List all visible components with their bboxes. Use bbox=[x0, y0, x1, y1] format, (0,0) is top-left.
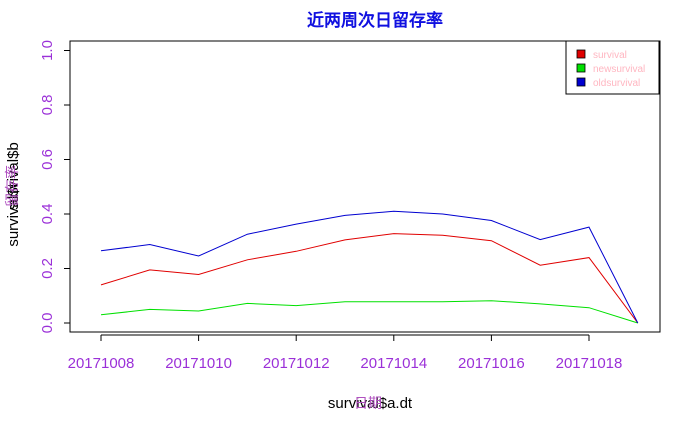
x-tick-label: 20171016 bbox=[458, 355, 525, 372]
series-line-newsurvival bbox=[100, 300, 638, 324]
series-layer bbox=[100, 210, 639, 324]
x-axis-label: survival$a.dt bbox=[328, 395, 413, 412]
x-axis-label-overlay: 日期 bbox=[354, 396, 382, 412]
x-tick-label: 20171018 bbox=[556, 355, 623, 372]
y-tick-label: 0.8 bbox=[39, 95, 56, 116]
y-tick-label: 0.6 bbox=[39, 149, 56, 170]
y-tick-label: 0.2 bbox=[39, 258, 56, 279]
x-tick-label: 20171010 bbox=[165, 355, 232, 372]
x-tick-label: 20171008 bbox=[68, 355, 135, 372]
x-axis: 20171008 20171010 20171012 20171014 20171016… bbox=[68, 334, 623, 372]
y-axis-label: survival$t bbox=[5, 182, 22, 246]
legend-swatch-oldsurvival bbox=[576, 77, 586, 87]
x-tick-label: 20171012 bbox=[263, 355, 330, 372]
y-axis-label-overlay-2: 留存率 bbox=[4, 165, 21, 207]
legend: survival newsurvival oldsurvival bbox=[565, 40, 660, 95]
y-tick-label: 0.0 bbox=[39, 313, 56, 334]
series-line-survival bbox=[100, 233, 639, 324]
legend-items: survival newsurvival oldsurvival bbox=[576, 49, 645, 89]
chart-title: 近两周次日留存率 bbox=[307, 10, 443, 31]
legend-swatch-newsurvival bbox=[576, 63, 586, 73]
x-tick-label: 20171014 bbox=[360, 355, 427, 372]
series-line-oldsurvival bbox=[100, 210, 639, 324]
y-tick-label: 0.4 bbox=[39, 204, 56, 225]
legend-label-survival: survival bbox=[593, 50, 627, 61]
legend-swatch-survival bbox=[576, 49, 586, 59]
y-tick-label: 1.0 bbox=[39, 40, 56, 61]
y-axis-label-overlay-1: survival$b bbox=[5, 142, 22, 210]
legend-label-newsurvival: newsurvival bbox=[593, 64, 645, 75]
legend-label-oldsurvival: oldsurvival bbox=[593, 78, 640, 89]
y-axis: 0.0 0.2 0.4 0.6 0.8 1.0 bbox=[39, 40, 71, 334]
